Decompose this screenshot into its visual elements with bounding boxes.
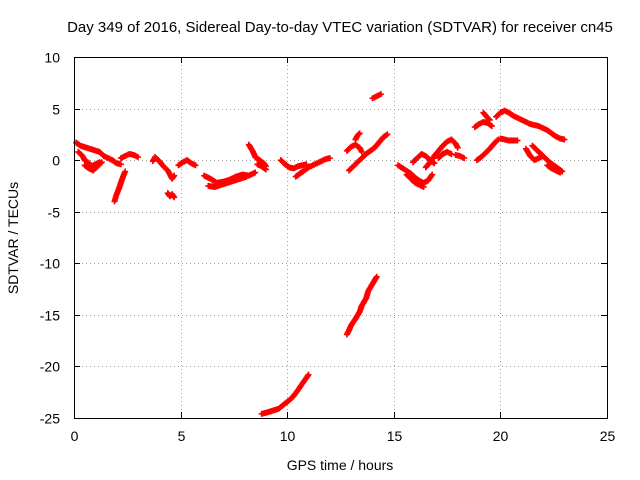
data-point <box>305 371 312 378</box>
data-track <box>422 136 461 171</box>
data-track <box>205 173 250 190</box>
data-track <box>480 109 493 123</box>
y-tick-label: -25 <box>40 411 60 427</box>
y-tick-label: -15 <box>40 308 60 324</box>
y-tick-label: -10 <box>40 256 60 272</box>
data-track <box>346 131 391 174</box>
grid-lines <box>74 57 607 418</box>
data-point <box>429 171 436 178</box>
data-point <box>358 148 365 155</box>
data-track <box>471 118 495 131</box>
data-point <box>448 150 455 157</box>
data-track <box>544 162 564 176</box>
data-point <box>171 194 178 201</box>
y-tick-label: 5 <box>52 102 60 118</box>
data-track <box>254 161 269 173</box>
data-track <box>435 148 455 162</box>
x-tick-label: 15 <box>387 428 403 444</box>
plot-frame <box>74 57 608 419</box>
axis-ticks: 0 5 10 15 20 25 -25 -20 -15 -10 -5 0 5 10 <box>40 50 616 445</box>
y-tick-label: 0 <box>52 153 60 169</box>
data-track <box>403 171 427 190</box>
data-point <box>461 155 468 162</box>
data-track <box>343 273 380 338</box>
data-track <box>522 145 547 164</box>
data-track <box>497 135 521 144</box>
data-track <box>73 139 124 168</box>
x-tick-label: 25 <box>600 428 616 444</box>
data-track <box>117 150 141 162</box>
data-point <box>561 136 568 143</box>
data-track <box>258 371 312 417</box>
data-point <box>117 161 124 168</box>
data-point <box>243 173 250 180</box>
data-point <box>431 160 438 167</box>
y-tick-label: 10 <box>44 50 60 66</box>
data-track <box>149 154 178 182</box>
data-track <box>352 130 363 143</box>
data-point <box>494 137 501 144</box>
x-tick-label: 0 <box>71 428 79 444</box>
data-point <box>262 166 269 173</box>
data-point <box>355 131 362 138</box>
data-point <box>514 137 521 144</box>
data-track <box>493 107 568 143</box>
data-point <box>326 155 333 162</box>
data-points <box>73 91 568 417</box>
data-point <box>373 273 380 280</box>
data-track <box>343 141 365 155</box>
chart-title: Day 349 of 2016, Sidereal Day-to-day VTE… <box>67 19 613 36</box>
data-track <box>175 157 199 169</box>
data-point <box>454 144 461 151</box>
x-tick-label: 5 <box>178 428 186 444</box>
data-track <box>473 136 502 164</box>
data-point <box>384 131 391 138</box>
y-tick-label: -5 <box>48 205 61 221</box>
y-axis-label: SDTVAR / TECUs <box>5 182 21 294</box>
x-tick-label: 20 <box>493 428 509 444</box>
y-tick-label: -20 <box>40 359 60 375</box>
data-point <box>122 168 129 175</box>
data-track <box>164 190 178 201</box>
data-point <box>356 130 363 137</box>
data-track <box>292 155 333 180</box>
data-point <box>192 162 199 169</box>
data-point <box>98 159 105 166</box>
data-point <box>557 169 564 176</box>
data-point <box>134 154 141 161</box>
data-point <box>171 172 178 179</box>
data-track <box>245 141 269 170</box>
data-track <box>277 157 310 172</box>
data-point <box>252 169 259 176</box>
data-point <box>485 115 492 122</box>
data-track <box>111 168 129 205</box>
data-point <box>486 116 493 123</box>
data-track <box>369 91 385 102</box>
data-track <box>452 151 468 162</box>
x-tick-label: 10 <box>280 428 296 444</box>
x-axis-label: GPS time / hours <box>287 457 394 473</box>
data-point <box>97 160 104 167</box>
data-point <box>378 91 385 98</box>
data-point <box>488 123 495 130</box>
data-point <box>420 183 427 190</box>
data-track <box>81 159 105 174</box>
